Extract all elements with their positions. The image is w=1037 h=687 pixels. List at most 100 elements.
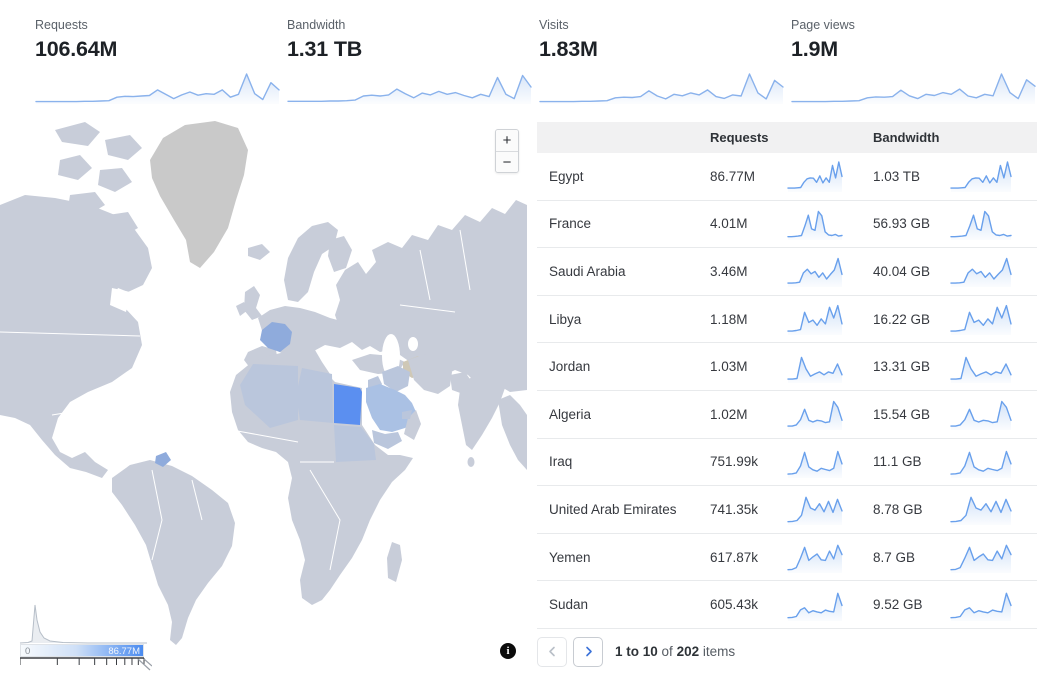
bandwidth-value: 1.03 TB [873,168,921,184]
country-name: France [549,216,592,232]
pagination-total: 202 [676,644,700,660]
bandwidth-value: 9.52 GB [873,597,923,613]
requests-sparkline [787,492,873,526]
map-landmass-north-america[interactable] [0,195,152,478]
map-country-greenland [150,121,248,268]
map-landmass-south-america[interactable] [112,452,235,645]
map-landmass-africa[interactable] [230,352,413,605]
bandwidth-value: 56.93 GB [873,216,931,232]
stat-label: Page views [791,18,855,32]
world-map[interactable]: + − 0 86.77M [0,115,527,687]
country-name: Libya [549,311,582,327]
pagination-text: 1 to 10 of 202 items [615,644,736,660]
table-row[interactable]: Libya 1.18M 16.22 GB [537,296,1037,344]
stats-row: Requests 106.64M Bandwidth 1.31 TB Visit… [35,18,1037,105]
country-name: Jordan [549,359,591,375]
map-country-yemen [372,430,402,449]
zoom-in-button[interactable]: + [496,130,518,151]
table-row[interactable]: United Arab Emirates 741.35k 8.78 GB [537,486,1037,534]
requests-value: 751.99k [710,454,759,470]
bandwidth-value: 8.7 GB [873,549,916,565]
map-country-uae [402,410,412,419]
previous-page-button[interactable] [537,636,567,667]
bandwidth-value: 16.22 GB [873,311,931,327]
legend-max-label: 86.77M [108,646,140,657]
country-name: Yemen [549,549,591,565]
table-row[interactable]: Sudan 605.43k 9.52 GB [537,581,1037,629]
requests-value: 741.35k [710,501,759,517]
table-row[interactable]: Egypt 86.77M 1.03 TB [537,153,1037,201]
column-requests: Requests [710,130,769,145]
bandwidth-value: 13.31 GB [873,359,931,375]
map-country-sudan [334,425,376,462]
requests-value: 3.46M [710,263,748,279]
zoom-out-button[interactable]: − [496,151,518,172]
table-row[interactable]: Saudi Arabia 3.46M 40.04 GB [537,248,1037,296]
bandwidth-value: 15.54 GB [873,406,931,422]
stat-label: Bandwidth [287,18,346,32]
requests-value: 1.02M [710,406,748,422]
bandwidth-sparkline [950,159,1037,193]
country-name: Saudi Arabia [549,263,626,279]
stat-sparkline [539,71,784,105]
world-map-svg[interactable] [0,115,527,687]
requests-sparkline [787,350,873,384]
table-row[interactable]: Yemen 617.87k 8.7 GB [537,534,1037,582]
table-row[interactable]: Iraq 751.99k 11.1 GB [537,439,1037,487]
stat-sparkline [35,71,280,105]
chevron-left-icon [548,647,555,657]
stat-card-bandwidth: Bandwidth 1.31 TB [287,18,532,105]
bandwidth-sparkline [950,588,1037,622]
bandwidth-value: 40.04 GB [873,263,931,279]
bandwidth-value: 8.78 GB [873,501,923,517]
table-row[interactable]: Algeria 1.02M 15.54 GB [537,391,1037,439]
bandwidth-sparkline [950,302,1037,336]
map-landmass-north-atlantic[interactable] [236,244,270,320]
bandwidth-sparkline [950,445,1037,479]
legend-gradient-bar[interactable]: 0 86.77M [20,644,144,657]
map-country-saudi-arabia [366,384,416,432]
map-landmass-middle-east[interactable] [366,366,421,449]
bandwidth-sparkline [950,540,1037,574]
stat-label: Visits [539,18,569,32]
map-country-egypt [334,384,362,425]
table-row[interactable]: France 4.01M 56.93 GB [537,201,1037,249]
stat-sparkline [287,71,532,105]
legend-axis[interactable] [20,657,152,671]
legend-min-label: 0 [25,646,31,657]
info-icon[interactable]: i [500,643,516,659]
requests-value: 4.01M [710,216,748,232]
requests-sparkline [787,302,873,336]
stat-value: 1.83M [539,37,598,61]
map-country-algeria [240,364,298,428]
chevron-right-icon [585,647,592,657]
requests-sparkline [787,397,873,431]
map-landmass-scandinavia[interactable] [284,222,352,302]
map-legend: 0 86.77M [18,600,152,671]
stat-card-requests: Requests 106.64M [35,18,280,105]
stat-card-page-views: Page views 1.9M [791,18,1036,105]
stat-card-visits: Visits 1.83M [539,18,784,105]
stat-value: 1.9M [791,37,838,61]
requests-value: 86.77M [710,168,756,184]
requests-sparkline [787,254,873,288]
stat-label: Requests [35,18,88,32]
map-landmass-asia[interactable] [335,200,527,470]
table-row[interactable]: Jordan 1.03M 13.31 GB [537,343,1037,391]
legend-histogram [19,604,147,644]
map-country-french-guiana [155,452,171,467]
table-body: Egypt 86.77M 1.03 TB France 4.01M 56.93 … [537,153,1037,629]
country-name: Algeria [549,406,592,422]
bandwidth-sparkline [950,492,1037,526]
next-page-button[interactable] [573,636,603,667]
legend-resize-handle[interactable] [137,658,152,671]
requests-value: 1.18M [710,311,748,327]
requests-sparkline [787,445,873,479]
countries-table: Requests Bandwidth Egypt 86.77M 1.03 TB … [537,122,1037,667]
requests-value: 605.43k [710,597,759,613]
map-country-france [260,322,292,352]
map-country-iraq [382,366,410,392]
bandwidth-value: 11.1 GB [873,454,922,470]
stat-value: 106.64M [35,37,118,61]
map-country-libya [296,368,333,423]
